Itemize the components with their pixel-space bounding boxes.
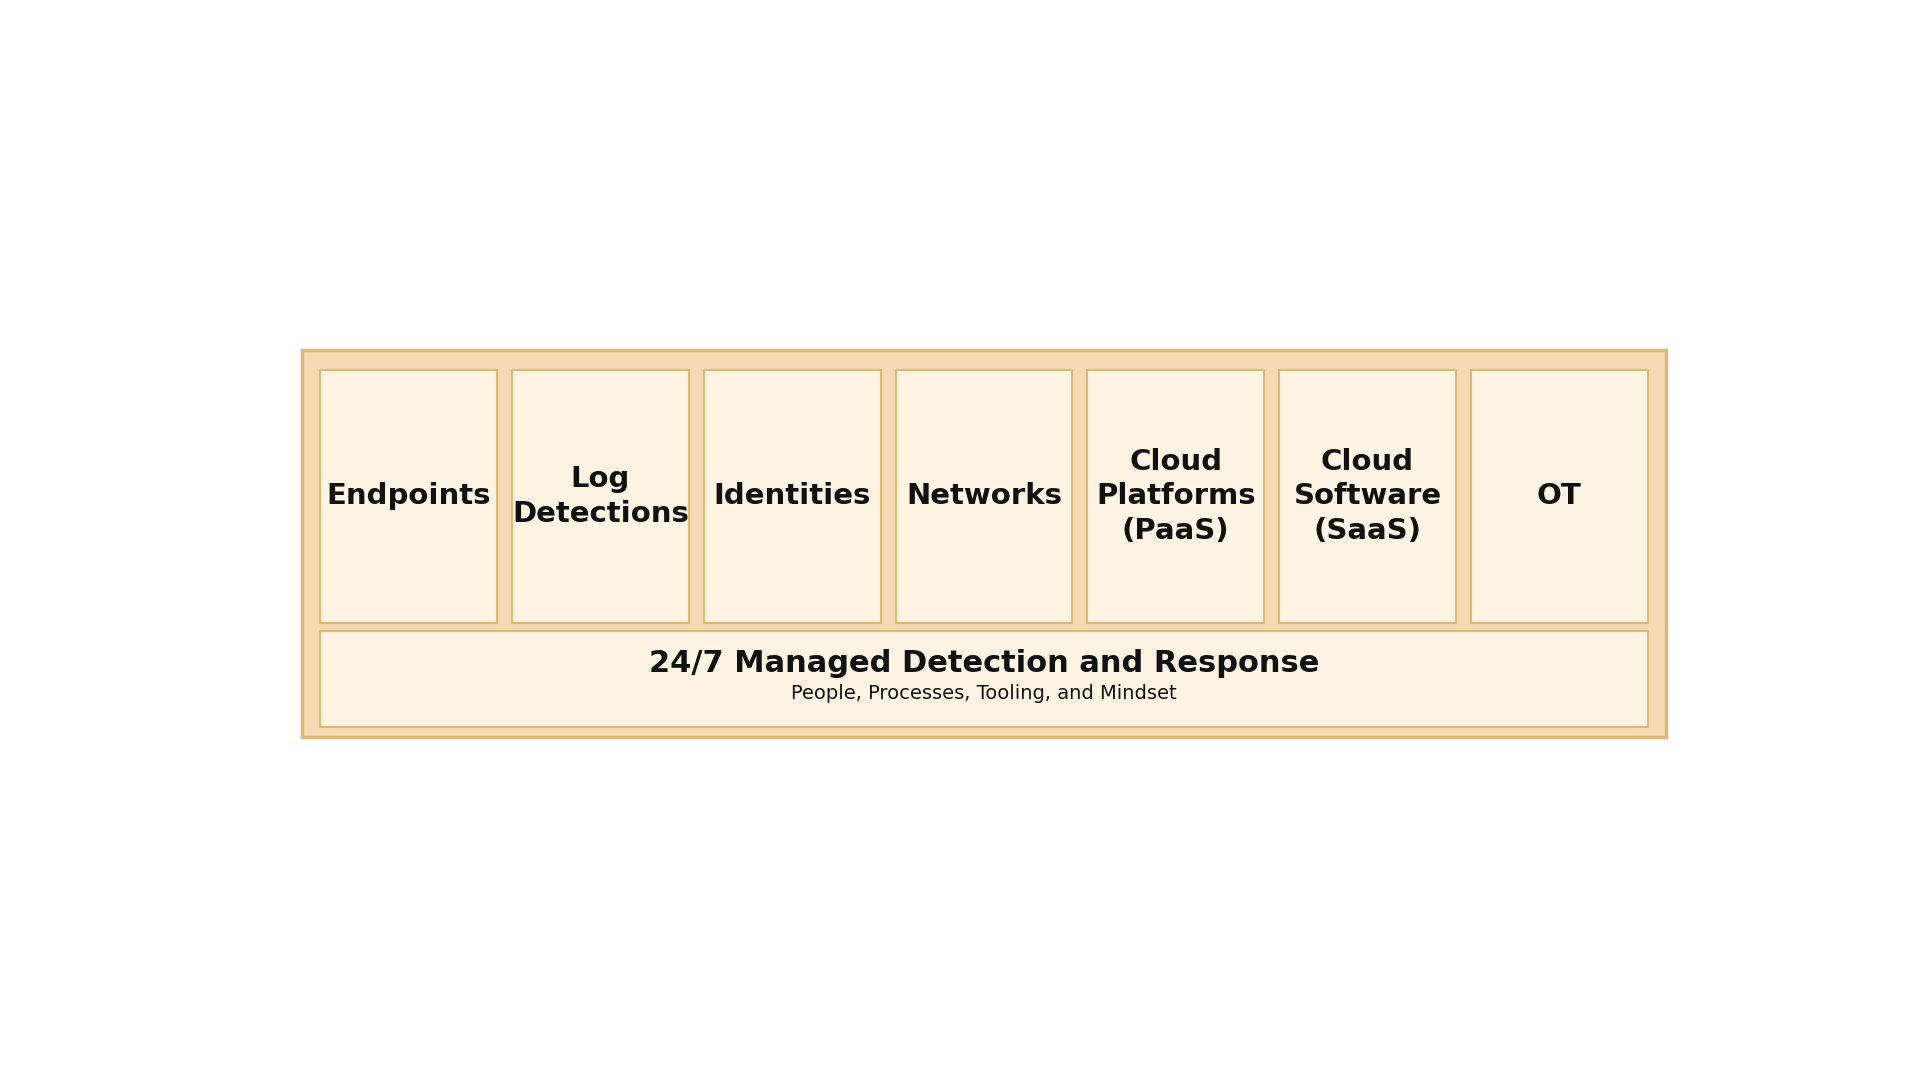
FancyBboxPatch shape bbox=[1087, 370, 1263, 623]
FancyBboxPatch shape bbox=[895, 370, 1073, 623]
FancyBboxPatch shape bbox=[513, 370, 689, 623]
FancyBboxPatch shape bbox=[321, 631, 1647, 727]
FancyBboxPatch shape bbox=[705, 370, 881, 623]
FancyBboxPatch shape bbox=[321, 370, 497, 623]
Text: Networks: Networks bbox=[906, 483, 1062, 511]
Text: Cloud
Platforms
(PaaS): Cloud Platforms (PaaS) bbox=[1096, 448, 1256, 545]
Text: 24/7 Managed Detection and Response: 24/7 Managed Detection and Response bbox=[649, 649, 1319, 678]
Text: Cloud
Software
(SaaS): Cloud Software (SaaS) bbox=[1294, 448, 1442, 545]
Text: People, Processes, Tooling, and Mindset: People, Processes, Tooling, and Mindset bbox=[791, 685, 1177, 703]
Text: Log
Detections: Log Detections bbox=[513, 465, 689, 528]
Text: Endpoints: Endpoints bbox=[326, 483, 492, 511]
Text: OT: OT bbox=[1536, 483, 1582, 511]
FancyBboxPatch shape bbox=[303, 350, 1665, 737]
Text: Identities: Identities bbox=[714, 483, 872, 511]
FancyBboxPatch shape bbox=[1279, 370, 1455, 623]
FancyBboxPatch shape bbox=[1471, 370, 1647, 623]
